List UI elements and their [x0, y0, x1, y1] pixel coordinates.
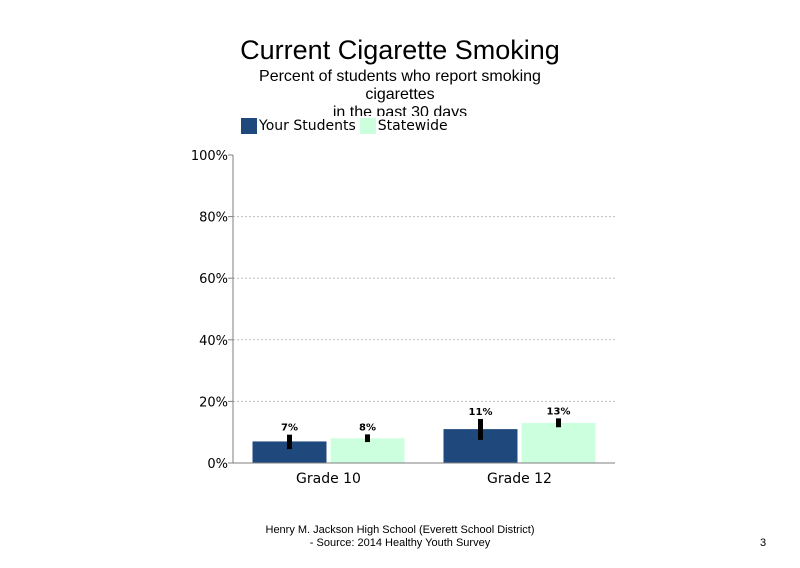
bar-your-students-grade-10	[252, 441, 327, 463]
bar-statewide-grade-12	[521, 422, 596, 463]
legend-swatch-statewide	[359, 118, 376, 134]
legend-label-statewide: Statewide	[377, 118, 448, 134]
bar-statewide-grade-10	[330, 438, 405, 463]
footer-school: Henry M. Jackson High School (Everett Sc…	[265, 524, 535, 536]
subtitle-line-3: in the past 30 days	[332, 104, 468, 116]
y-tick-label-20: 20%	[199, 395, 228, 410]
y-tick-label-0: 0%	[207, 457, 228, 472]
y-tick-label-100: 100%	[191, 149, 228, 164]
legend-label-your-students: Your Students	[259, 118, 356, 134]
y-tick-label-80: 80%	[199, 211, 228, 226]
subtitle-line-2: cigarettes	[365, 86, 435, 103]
source-footer: Henry M. Jackson High School (Everett Sc…	[200, 524, 600, 550]
x-tick-label-1: Grade 12	[487, 471, 552, 487]
subtitle-line-1: Percent of students who report smoking	[259, 68, 541, 85]
legend-item-your-students: Your Students	[241, 118, 356, 134]
x-tick-label-0: Grade 10	[296, 471, 361, 487]
chart-subtitle: Percent of students who report smoking c…	[250, 68, 550, 116]
data-label-statewide-0: 8%	[359, 422, 376, 433]
chart-legend: Your Students Statewide	[241, 117, 452, 135]
page-number: 3	[760, 537, 767, 549]
data-label-your-students-0: 7%	[281, 423, 298, 434]
y-tick-label-40: 40%	[199, 334, 228, 349]
chart-title: Current Cigarette Smoking	[240, 35, 560, 65]
legend-swatch-your-students	[241, 118, 257, 134]
data-label-your-students-1: 11%	[469, 407, 493, 418]
footer-source: - Source: 2014 Healthy Youth Survey	[309, 537, 491, 549]
legend-item-statewide: Statewide	[359, 118, 448, 134]
y-tick-label-60: 60%	[199, 272, 228, 287]
data-label-statewide-1: 13%	[547, 406, 571, 417]
